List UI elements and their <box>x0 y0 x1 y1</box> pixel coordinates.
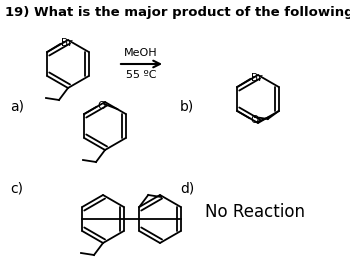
Text: a): a) <box>10 99 24 113</box>
Text: Br: Br <box>251 73 263 83</box>
Text: b): b) <box>180 99 194 113</box>
Text: c): c) <box>10 182 23 196</box>
Text: Br: Br <box>61 38 73 48</box>
Text: d): d) <box>180 182 194 196</box>
Text: 19) What is the major product of the following reaction?: 19) What is the major product of the fol… <box>5 6 350 19</box>
Text: 55 ºC: 55 ºC <box>126 70 156 80</box>
Text: O: O <box>97 101 105 111</box>
Text: MeOH: MeOH <box>124 48 158 58</box>
Text: No Reaction: No Reaction <box>205 203 305 221</box>
Text: O: O <box>250 115 258 125</box>
